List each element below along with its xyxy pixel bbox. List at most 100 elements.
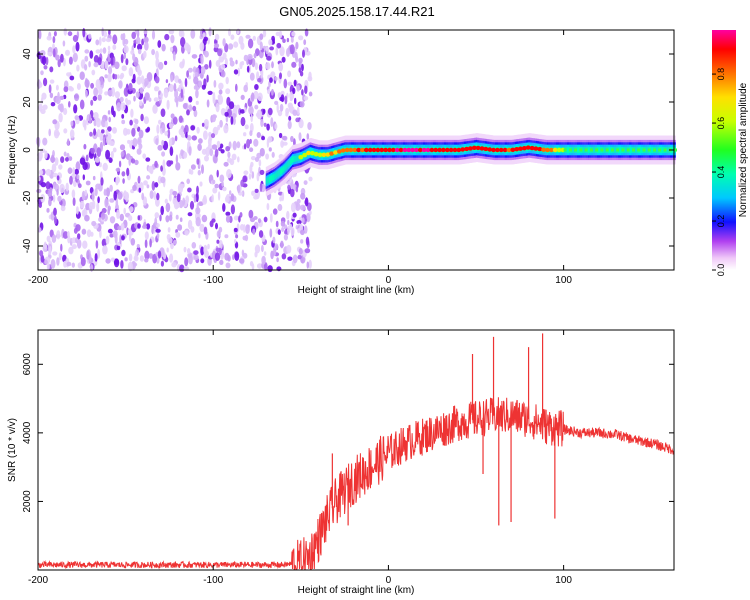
noise-blob — [53, 31, 57, 37]
noise-blob — [256, 132, 261, 138]
noise-blob — [236, 141, 241, 149]
noise-blob — [188, 146, 192, 156]
noise-blob — [50, 102, 56, 107]
track-core — [626, 148, 630, 152]
track-hotspot — [498, 147, 504, 153]
noise-blob — [124, 257, 128, 262]
track-hotspot — [441, 147, 446, 153]
noise-blob — [230, 116, 234, 125]
track-hotspot — [317, 152, 323, 157]
noise-blob — [54, 157, 59, 166]
noise-blob — [265, 47, 269, 52]
noise-blob — [66, 72, 71, 77]
noise-blob — [183, 127, 187, 135]
noise-blob — [65, 49, 70, 56]
noise-blob — [56, 175, 60, 181]
noise-blob — [107, 207, 110, 216]
noise-blob — [228, 28, 231, 37]
noise-blob — [175, 162, 181, 171]
noise-blob — [181, 44, 185, 54]
noise-blob — [82, 174, 86, 181]
noise-blob — [304, 248, 311, 254]
track-hotspot — [452, 147, 458, 153]
noise-blob — [158, 61, 164, 70]
noise-blob — [293, 79, 297, 87]
noise-blob — [117, 191, 123, 200]
noise-blob — [203, 119, 209, 127]
track-hotspot — [475, 145, 481, 151]
noise-blob — [191, 54, 198, 59]
noise-blob — [50, 156, 56, 163]
track-hotspot — [321, 152, 327, 157]
noise-blob — [170, 242, 174, 250]
noise-blob — [179, 217, 183, 222]
track-hotspot — [537, 146, 543, 152]
noise-blob — [63, 128, 68, 134]
track-hotspot — [529, 145, 535, 151]
y-tick-label: 20 — [22, 96, 33, 108]
noise-blob — [202, 197, 208, 205]
noise-blob — [91, 220, 97, 227]
noise-blob — [168, 193, 172, 202]
noise-blob — [215, 222, 218, 230]
noise-blob — [200, 258, 205, 264]
noise-blob — [246, 138, 251, 149]
noise-blob — [199, 223, 205, 233]
noise-blob — [45, 56, 49, 66]
noise-blob — [173, 82, 177, 92]
noise-blob — [152, 104, 158, 114]
noise-blob — [209, 148, 214, 157]
noise-blob — [39, 50, 46, 57]
noise-blob — [274, 76, 278, 81]
noise-blob — [233, 69, 239, 75]
noise-blob — [240, 94, 245, 100]
noise-blob — [137, 215, 141, 221]
noise-blob — [148, 253, 154, 259]
noise-blob — [221, 181, 224, 187]
noise-blob — [186, 70, 190, 78]
track-hotspot — [456, 147, 462, 153]
noise-blob — [292, 87, 296, 95]
noise-blob — [204, 64, 209, 70]
noise-blob — [123, 53, 126, 60]
snr-spikes — [331, 333, 556, 526]
noise-blob — [244, 107, 247, 113]
track-hotspot — [468, 146, 473, 151]
noise-blob — [229, 190, 232, 196]
track-hotspot — [448, 147, 454, 153]
noise-blob — [230, 193, 235, 202]
noise-blob — [70, 120, 74, 127]
noise-blob — [144, 81, 148, 88]
noise-blob — [68, 85, 73, 91]
noise-blob — [243, 54, 249, 62]
noise-blob — [169, 160, 174, 165]
noise-blob — [148, 97, 152, 102]
noise-blob — [132, 73, 136, 82]
noise-blob — [146, 175, 151, 180]
noise-blob — [295, 186, 299, 193]
noise-blob — [178, 30, 183, 37]
noise-blob — [282, 141, 288, 146]
noise-blob — [232, 116, 236, 126]
noise-blob — [199, 42, 205, 52]
noise-blob — [53, 215, 57, 225]
noise-blob — [308, 259, 312, 269]
noise-blob — [206, 74, 209, 83]
x-tick-label: 0 — [386, 275, 392, 286]
noise-blob — [174, 135, 178, 142]
noise-blob — [288, 103, 294, 113]
noise-blob — [59, 183, 65, 194]
colorbar-tick-label: 0.0 — [716, 264, 726, 277]
noise-blob — [85, 154, 89, 162]
noise-blob — [206, 99, 210, 108]
noise-blob — [306, 202, 312, 211]
noise-blob — [186, 109, 190, 116]
noise-blob — [211, 218, 216, 223]
noise-blob — [225, 146, 231, 152]
noise-blob — [253, 90, 259, 100]
noise-blob — [95, 183, 101, 190]
noise-blob — [217, 124, 221, 131]
noise-blob — [75, 161, 81, 171]
noise-blob — [267, 89, 271, 95]
noise-blob — [131, 262, 138, 267]
